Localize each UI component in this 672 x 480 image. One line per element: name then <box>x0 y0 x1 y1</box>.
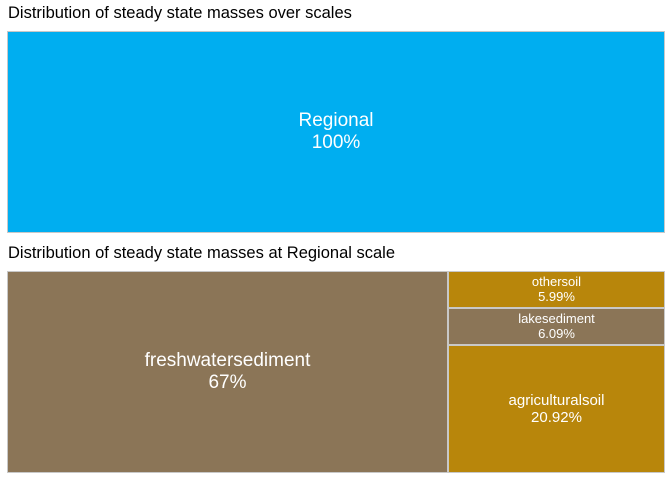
tile-name-label: freshwatersediment <box>144 350 311 372</box>
tile-percent-label: 20.92% <box>531 409 582 426</box>
tile-name-label: agriculturalsoil <box>508 391 605 409</box>
tile-name-label: lakesediment <box>518 310 595 326</box>
treemap-tile-lakesediment: lakesediment 6.09% <box>448 308 665 345</box>
tile-percent-label: 6.09% <box>538 325 575 341</box>
tile-percent-label: 100% <box>311 132 361 153</box>
chart-title-scales: Distribution of steady state masses over… <box>8 4 352 22</box>
treemap-tile-freshwatersediment: freshwatersediment 67% <box>7 271 448 473</box>
treemap-tile-agriculturalsoil: agriculturalsoil 20.92% <box>448 345 665 473</box>
treemap-tile-othersoil: othersoil 5.99% <box>448 271 665 308</box>
tile-percent-label: 5.99% <box>538 288 575 304</box>
tile-percent-label: 67% <box>208 372 247 393</box>
treemap-regional: freshwatersediment 67% agriculturalsoil 20.… <box>7 271 665 473</box>
treemap-scales: Regional 100% <box>7 31 665 233</box>
chart-title-regional: Distribution of steady state masses at R… <box>8 244 396 262</box>
tile-name-label: othersoil <box>531 273 582 289</box>
treemap-tile-Regional: Regional 100% <box>7 31 665 233</box>
tile-name-label: Regional <box>298 110 374 132</box>
